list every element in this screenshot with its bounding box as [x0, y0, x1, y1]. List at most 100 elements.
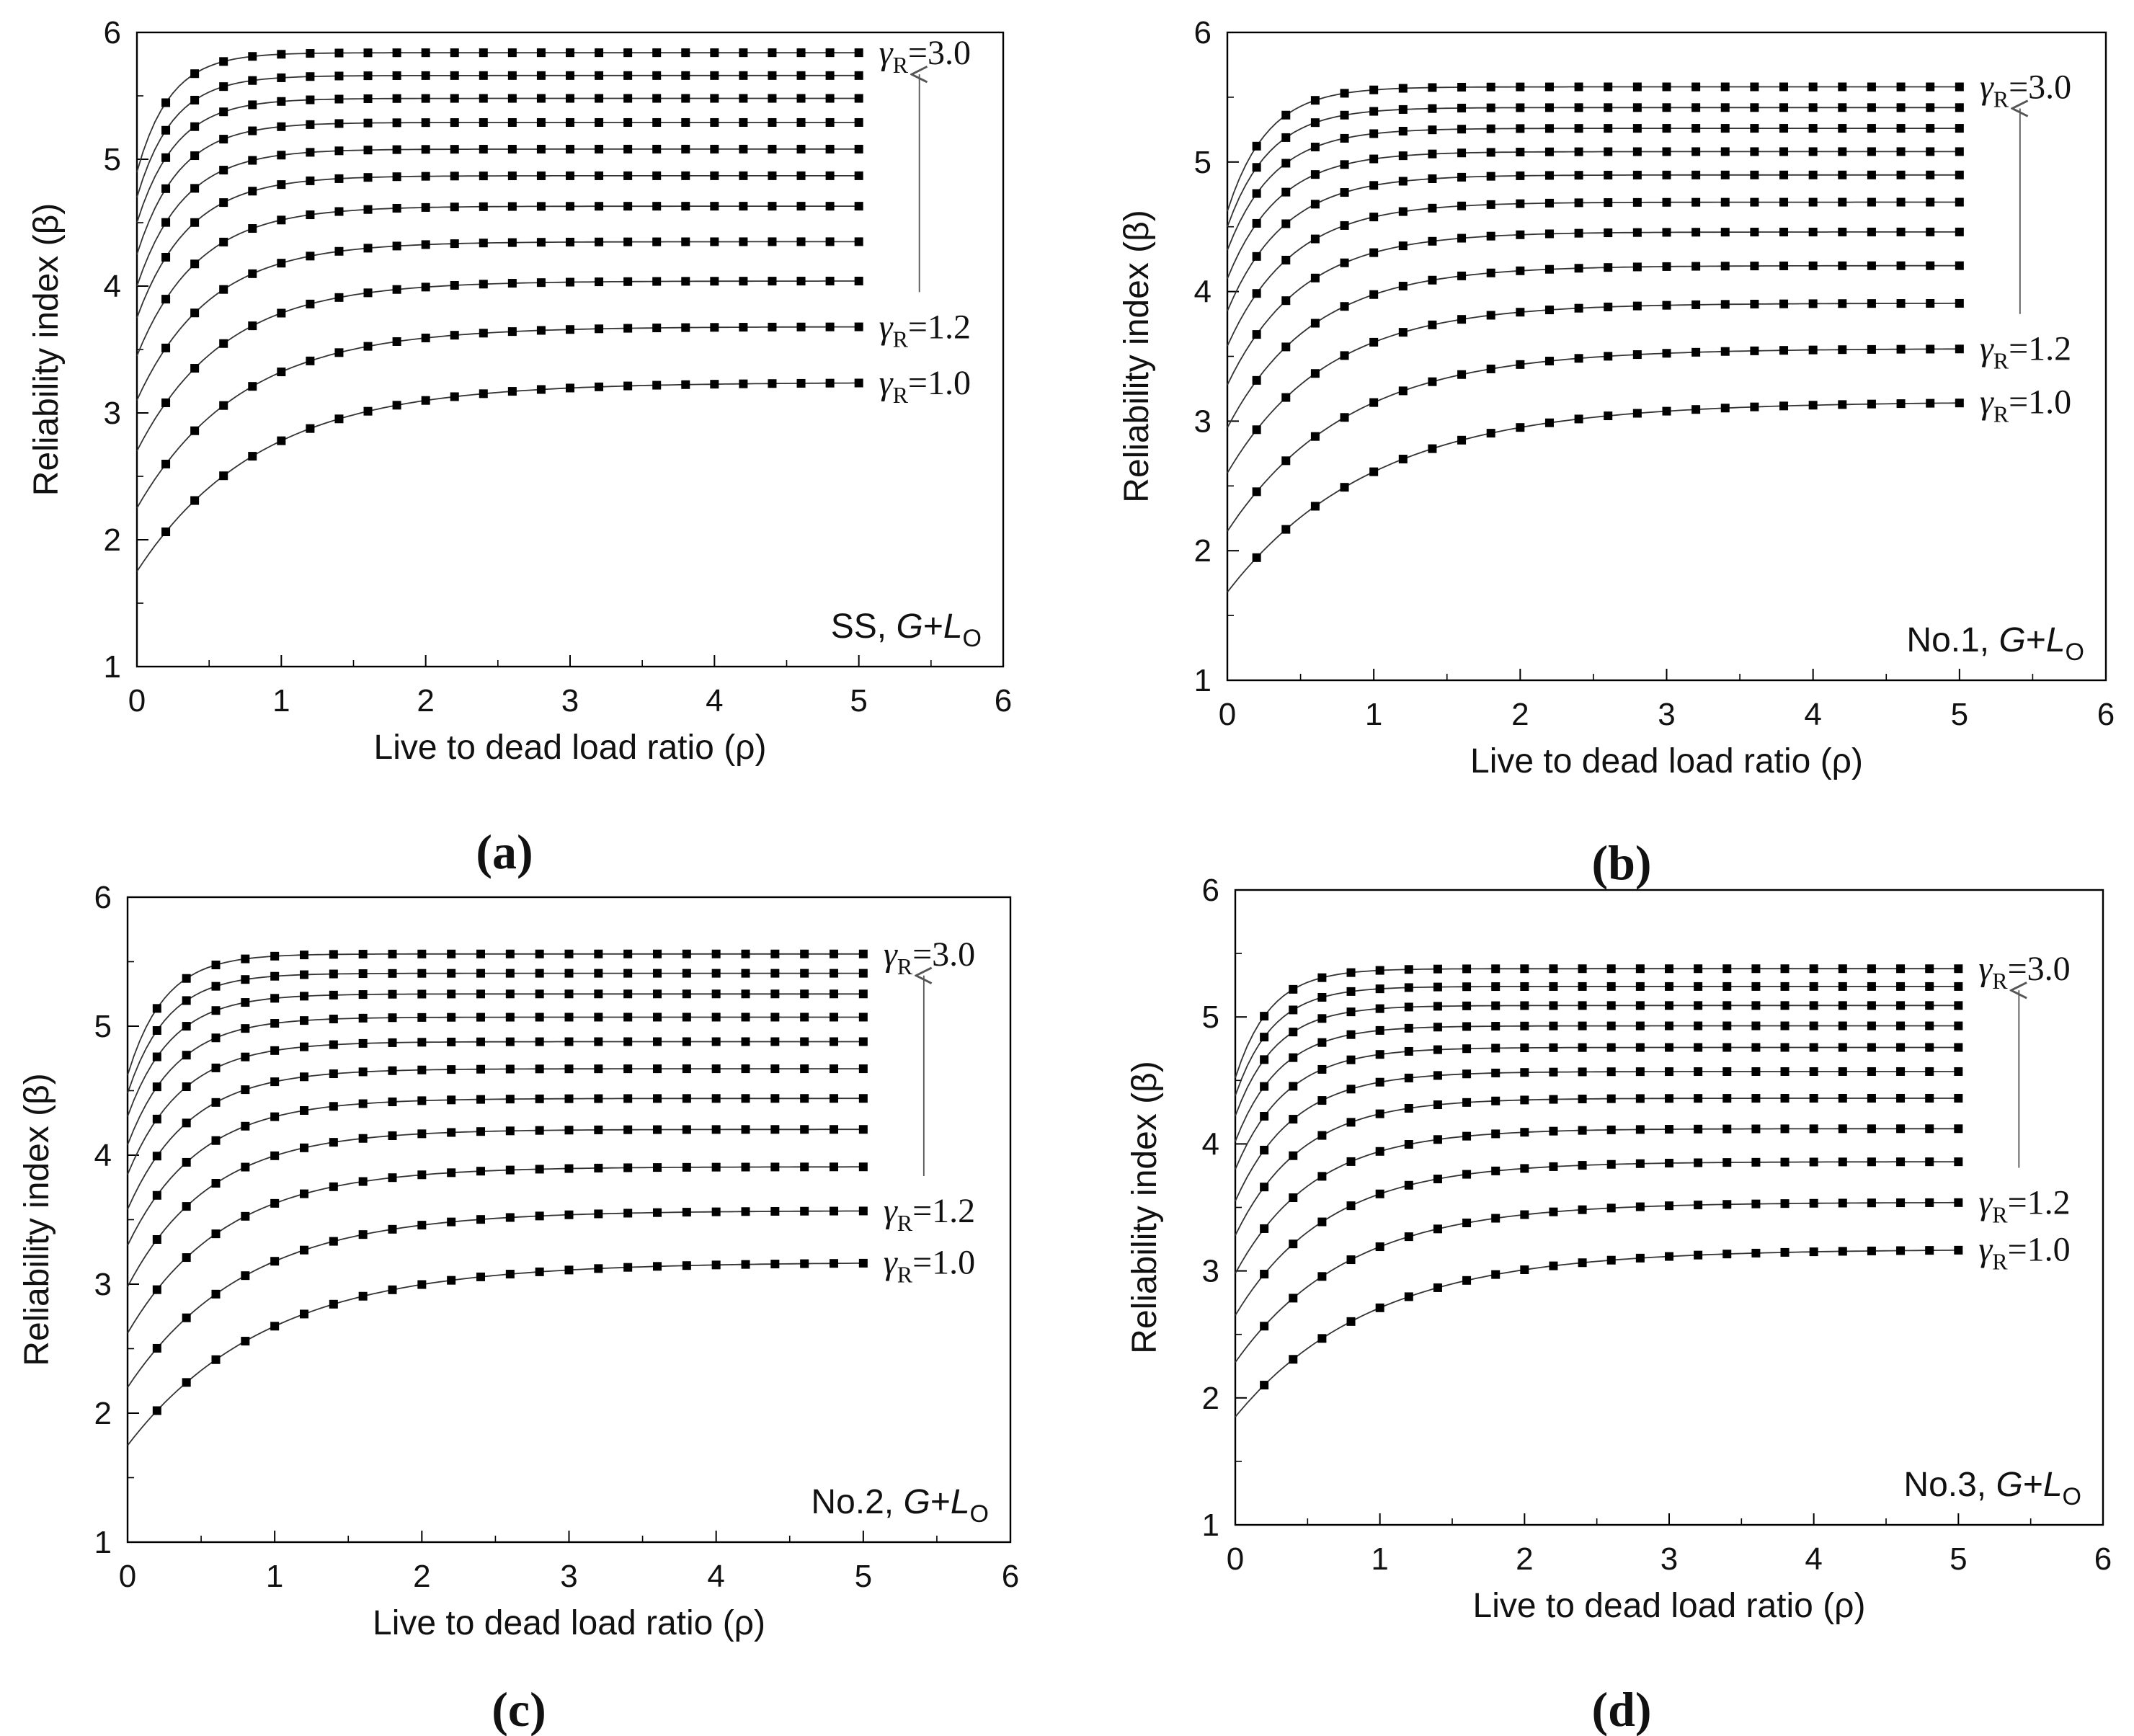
data-point	[1955, 399, 1964, 408]
data-point	[329, 1138, 338, 1147]
data-point	[270, 1019, 280, 1028]
gamma-value: =1.2	[912, 1192, 975, 1230]
data-point	[211, 1033, 221, 1043]
data-point	[595, 202, 604, 211]
series-5	[136, 202, 863, 357]
data-point	[1722, 1094, 1732, 1103]
gamma-label: γR=1.0	[1980, 383, 2071, 427]
data-point	[800, 1206, 809, 1216]
series-line	[136, 280, 859, 452]
series-line	[127, 972, 863, 1094]
data-point	[796, 322, 806, 331]
data-point	[1398, 104, 1408, 114]
y-axis-label: Reliability index (β)	[18, 1073, 56, 1366]
data-point	[854, 378, 863, 388]
series-line	[1235, 1201, 1959, 1363]
data-point	[1574, 264, 1583, 273]
series-8	[136, 117, 863, 255]
data-point	[476, 1127, 485, 1136]
data-point	[1694, 1067, 1703, 1077]
data-point	[190, 308, 200, 318]
data-point	[796, 94, 806, 103]
data-point	[334, 293, 344, 302]
data-point	[594, 1163, 603, 1172]
data-point	[653, 969, 662, 978]
data-point	[1520, 1095, 1529, 1105]
data-point	[241, 1162, 250, 1172]
data-point	[564, 989, 574, 999]
data-point	[710, 71, 719, 80]
data-point	[479, 118, 488, 128]
data-point	[1516, 423, 1525, 432]
data-point	[681, 380, 690, 389]
data-point	[1516, 147, 1525, 156]
data-point	[1722, 981, 1732, 991]
data-point	[1340, 110, 1349, 120]
data-point	[505, 949, 515, 958]
data-point	[800, 969, 809, 978]
data-point	[1252, 252, 1261, 261]
data-point	[1398, 84, 1408, 93]
data-point	[161, 125, 171, 135]
data-point	[1838, 82, 1847, 92]
data-point	[1289, 1028, 1298, 1037]
data-point	[1750, 124, 1759, 133]
data-point	[1838, 197, 1847, 207]
data-point	[1310, 502, 1320, 511]
data-point	[1926, 82, 1935, 92]
annotation-l: L	[2046, 621, 2066, 659]
data-point	[854, 144, 863, 153]
gamma-symbol: γ	[1978, 1231, 1993, 1269]
data-point	[447, 1217, 456, 1227]
data-point	[1574, 354, 1583, 363]
gamma-symbol: γ	[1978, 1183, 1993, 1221]
series-6	[136, 171, 863, 319]
data-point	[711, 1037, 721, 1046]
data-point	[739, 323, 748, 332]
gamma-value: =3.0	[908, 34, 971, 72]
x-axis-label: Live to dead load ratio (ρ)	[1473, 1587, 1866, 1625]
data-point	[306, 49, 315, 58]
data-point	[450, 239, 459, 249]
gamma-subscript: R	[1993, 348, 2009, 374]
data-point	[479, 94, 488, 103]
gamma-symbol: γ	[884, 935, 898, 974]
data-point	[219, 198, 228, 208]
data-point	[1544, 198, 1554, 208]
data-point	[682, 1064, 691, 1074]
data-point	[1662, 82, 1671, 92]
data-point	[1346, 1118, 1356, 1127]
data-point	[1578, 1094, 1587, 1103]
data-point	[1486, 364, 1495, 373]
x-tick-label: 3	[560, 1559, 577, 1594]
data-point	[1808, 103, 1818, 112]
data-point	[1867, 299, 1876, 308]
data-point	[1340, 483, 1349, 492]
annotation-g: G	[903, 1483, 930, 1521]
data-point	[1926, 197, 1935, 207]
x-tick-label: 6	[1002, 1559, 1019, 1594]
data-point	[392, 145, 401, 154]
data-point	[623, 277, 633, 286]
series-3	[136, 277, 863, 452]
data-point	[1808, 124, 1818, 133]
data-point	[1867, 103, 1876, 112]
data-point	[505, 1064, 515, 1074]
data-point	[306, 210, 315, 220]
gamma-subscript: R	[897, 1210, 913, 1236]
series-line	[127, 1129, 863, 1288]
data-point	[1578, 1043, 1587, 1052]
series-4	[1235, 1124, 1963, 1274]
series-3	[127, 1162, 868, 1334]
data-point	[507, 279, 517, 288]
series-line	[136, 205, 859, 357]
annotation-g: G	[1999, 621, 2025, 659]
data-point	[1457, 125, 1467, 134]
data-point	[417, 1221, 427, 1230]
data-point	[739, 277, 748, 286]
data-point	[1252, 141, 1261, 151]
gamma-label: γR=3.0	[884, 935, 975, 979]
data-point	[741, 1207, 750, 1216]
data-point	[1632, 170, 1642, 179]
data-point	[447, 1276, 456, 1285]
